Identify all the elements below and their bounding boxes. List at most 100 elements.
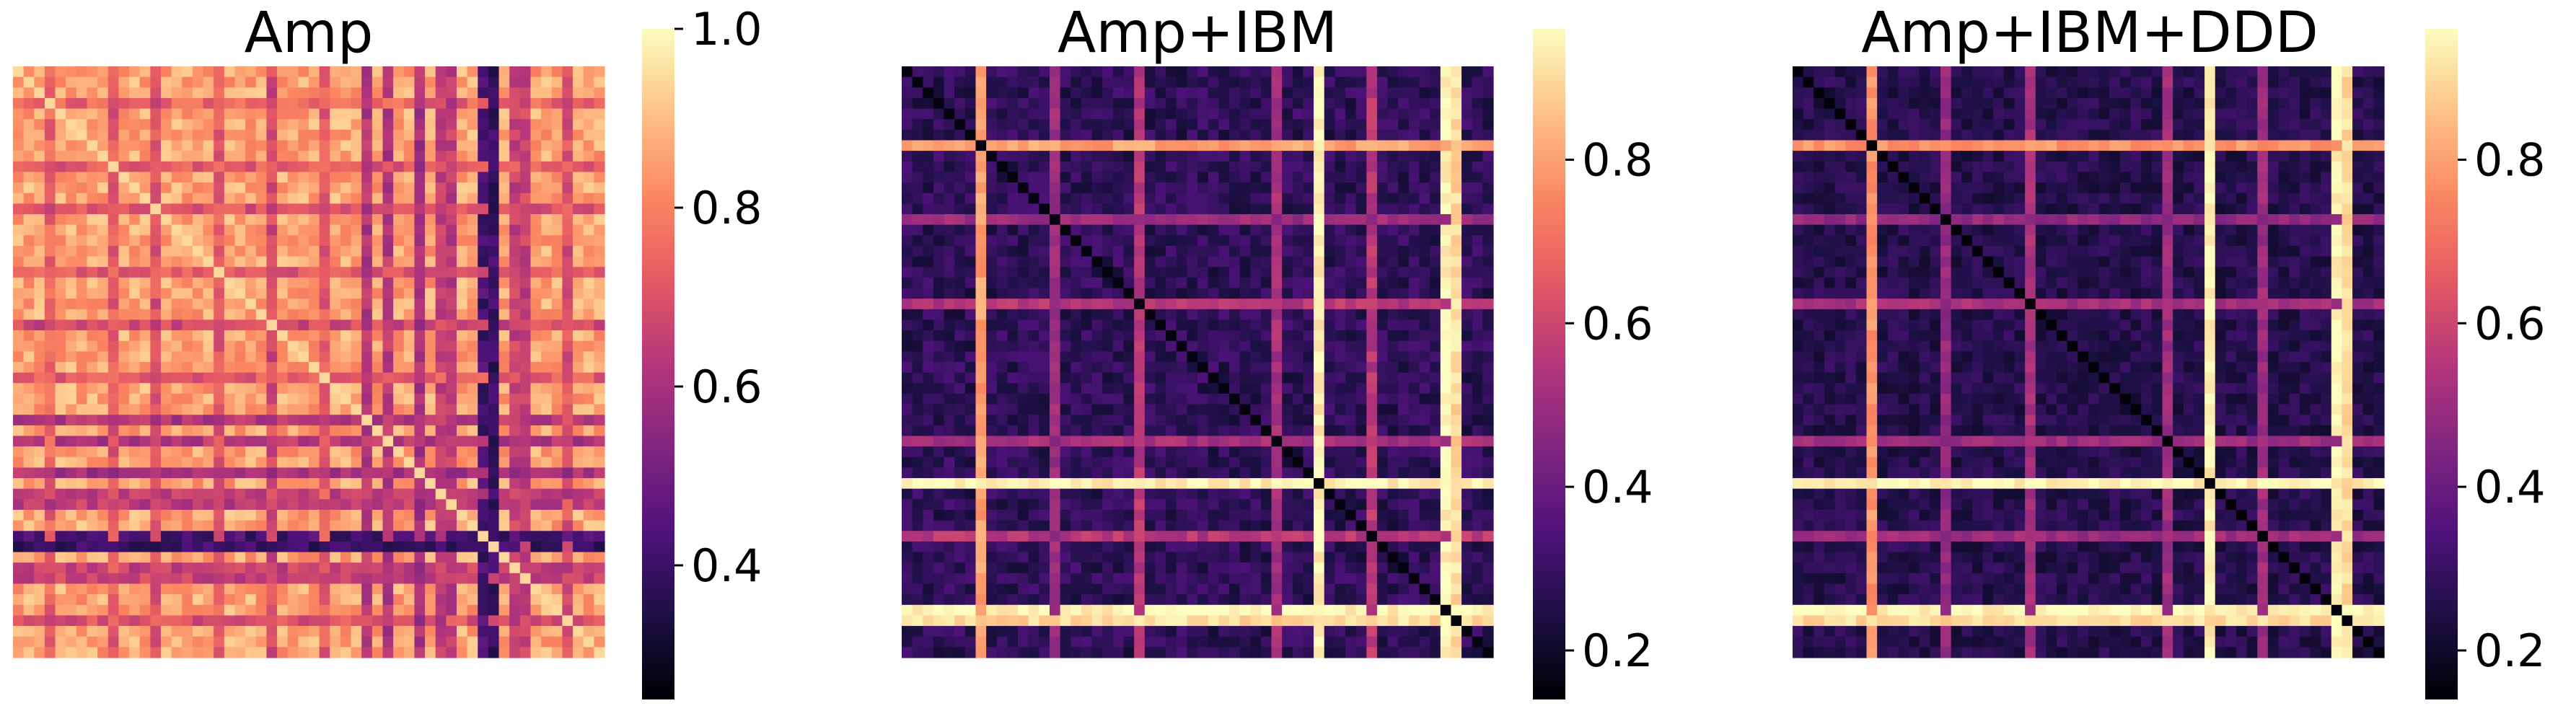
heatmap-cell bbox=[182, 510, 193, 521]
heatmap-cell bbox=[150, 299, 162, 310]
heatmap-cell bbox=[1018, 224, 1029, 236]
heatmap-cell bbox=[266, 573, 278, 585]
heatmap-cell bbox=[55, 436, 66, 447]
heatmap-cell bbox=[1282, 393, 1293, 405]
heatmap-cell bbox=[1366, 129, 1378, 141]
heatmap-cell bbox=[519, 203, 532, 215]
heatmap-cell bbox=[34, 404, 45, 415]
heatmap-cell bbox=[319, 604, 330, 617]
heatmap-cell bbox=[361, 636, 373, 648]
heatmap-cell bbox=[44, 636, 56, 648]
heatmap-cell bbox=[1408, 108, 1420, 120]
heatmap-cell bbox=[1440, 288, 1452, 299]
heatmap-cell bbox=[403, 499, 416, 511]
heatmap-cell bbox=[245, 615, 257, 627]
heatmap-cell bbox=[87, 604, 98, 617]
heatmap-cell bbox=[562, 436, 573, 447]
heatmap-cell bbox=[44, 193, 56, 204]
heatmap-cell bbox=[1282, 97, 1293, 110]
heatmap-cell bbox=[277, 393, 289, 405]
heatmap-cell bbox=[1314, 224, 1325, 236]
heatmap-cell bbox=[44, 520, 56, 531]
heatmap-cell bbox=[1345, 362, 1357, 374]
heatmap-cell bbox=[97, 604, 109, 617]
heatmap-cell bbox=[1166, 66, 1177, 78]
heatmap-cell bbox=[66, 245, 77, 257]
heatmap-cell bbox=[541, 309, 553, 321]
heatmap-cell bbox=[1007, 76, 1019, 88]
heatmap-cell bbox=[87, 340, 98, 352]
heatmap-cell bbox=[573, 552, 584, 563]
heatmap-cell bbox=[97, 97, 109, 110]
heatmap-cell bbox=[530, 87, 542, 99]
heatmap-cell bbox=[403, 97, 416, 110]
heatmap-cell bbox=[562, 488, 573, 500]
heatmap-cell bbox=[203, 647, 214, 658]
heatmap-cell bbox=[403, 510, 416, 521]
heatmap-cell bbox=[44, 119, 56, 131]
heatmap-cell bbox=[1345, 87, 1357, 99]
heatmap-cell bbox=[234, 583, 246, 595]
heatmap-cell bbox=[509, 235, 521, 247]
heatmap-cell bbox=[245, 299, 257, 310]
heatmap-cell bbox=[1260, 203, 1272, 215]
heatmap-cell bbox=[192, 647, 204, 658]
heatmap-cell bbox=[1071, 309, 1082, 321]
heatmap-cell bbox=[541, 119, 553, 131]
heatmap-cell bbox=[530, 510, 542, 521]
heatmap-cell bbox=[266, 425, 278, 437]
heatmap-cell bbox=[97, 288, 109, 299]
heatmap-cell bbox=[319, 66, 330, 78]
heatmap-cell bbox=[129, 351, 141, 363]
heatmap-cell bbox=[541, 626, 553, 637]
heatmap-cell bbox=[457, 456, 468, 469]
heatmap-cell bbox=[1239, 193, 1251, 204]
heatmap-cell bbox=[1239, 277, 1251, 289]
heatmap-cell bbox=[171, 436, 183, 447]
heatmap-cell bbox=[34, 267, 45, 278]
heatmap-cell bbox=[1292, 383, 1304, 394]
heatmap-cell bbox=[107, 76, 120, 88]
heatmap-cell bbox=[245, 393, 257, 405]
heatmap-cell bbox=[1144, 256, 1156, 268]
heatmap-cell bbox=[583, 456, 594, 469]
heatmap-cell bbox=[1081, 182, 1093, 194]
heatmap-cell bbox=[414, 235, 426, 247]
heatmap-cell bbox=[44, 256, 56, 268]
heatmap-cell bbox=[1081, 372, 1093, 384]
heatmap-cell bbox=[467, 478, 478, 490]
heatmap-cell bbox=[97, 415, 109, 426]
heatmap-cell bbox=[1050, 267, 1061, 278]
heatmap-cell bbox=[1060, 87, 1071, 99]
heatmap-cell bbox=[1345, 319, 1357, 331]
heatmap-cell bbox=[594, 541, 605, 553]
heatmap-cell bbox=[1292, 119, 1304, 131]
heatmap-cell bbox=[182, 615, 193, 627]
heatmap-cell bbox=[1376, 372, 1389, 384]
heatmap-cell bbox=[255, 309, 268, 321]
heatmap-cell bbox=[13, 108, 25, 120]
heatmap-cell bbox=[1176, 182, 1187, 194]
heatmap-cell bbox=[13, 647, 25, 658]
heatmap-cell bbox=[1007, 87, 1019, 99]
heatmap-cell bbox=[34, 362, 45, 374]
heatmap-cell bbox=[182, 245, 193, 257]
heatmap-cell bbox=[933, 362, 945, 374]
heatmap-cell bbox=[107, 351, 120, 363]
heatmap-cell bbox=[403, 309, 416, 321]
heatmap-cell bbox=[1430, 256, 1441, 268]
heatmap-cell bbox=[1250, 119, 1262, 131]
heatmap-cell bbox=[1039, 267, 1050, 278]
heatmap-cell bbox=[1271, 309, 1283, 321]
heatmap-cell bbox=[255, 615, 268, 627]
heatmap-cell bbox=[1071, 193, 1082, 204]
heatmap-cell bbox=[498, 119, 510, 131]
heatmap-cell bbox=[129, 415, 141, 426]
heatmap-cell bbox=[1376, 224, 1389, 236]
heatmap-cell bbox=[203, 256, 214, 268]
heatmap-cell bbox=[287, 573, 299, 585]
heatmap-cell bbox=[234, 129, 246, 141]
heatmap-cell bbox=[309, 383, 320, 394]
heatmap-cell bbox=[1282, 203, 1293, 215]
heatmap-cell bbox=[478, 626, 489, 637]
